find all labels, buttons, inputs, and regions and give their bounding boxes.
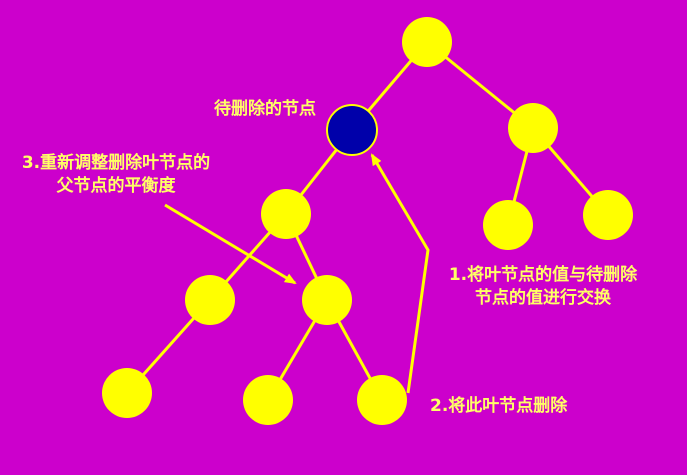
node-mid	[261, 189, 311, 239]
step3-arrow	[164, 203, 297, 285]
swap-arrow	[370, 153, 430, 394]
node-right	[508, 103, 558, 153]
node-right-left	[483, 200, 533, 250]
step3-label-line2: 父节点的平衡度	[56, 176, 176, 196]
node-root	[402, 17, 452, 67]
step3-label: 3.重新调整删除叶节点的 父节点的平衡度	[4, 152, 228, 198]
target-node-label: 待删除的节点	[214, 99, 316, 119]
tree-nodes	[102, 17, 633, 425]
step2-label: 2.将此叶节点删除	[430, 396, 568, 416]
node-right-right	[583, 190, 633, 240]
step3-label-line1: 3.重新调整删除叶节点的	[21, 153, 211, 173]
step1-label-line1: 1.将叶节点的值与待删除	[448, 265, 638, 285]
node-mid-right	[302, 275, 352, 325]
step1-label-line2: 节点的值进行交换	[475, 288, 611, 308]
step1-label: 1.将叶节点的值与待删除 节点的值进行交换	[436, 264, 650, 310]
node-mid-left-left	[102, 368, 152, 418]
tree-edges	[125, 40, 610, 401]
node-mid-right-right	[357, 375, 407, 425]
node-target	[326, 104, 378, 156]
node-mid-left	[185, 275, 235, 325]
node-mid-right-left	[243, 375, 293, 425]
